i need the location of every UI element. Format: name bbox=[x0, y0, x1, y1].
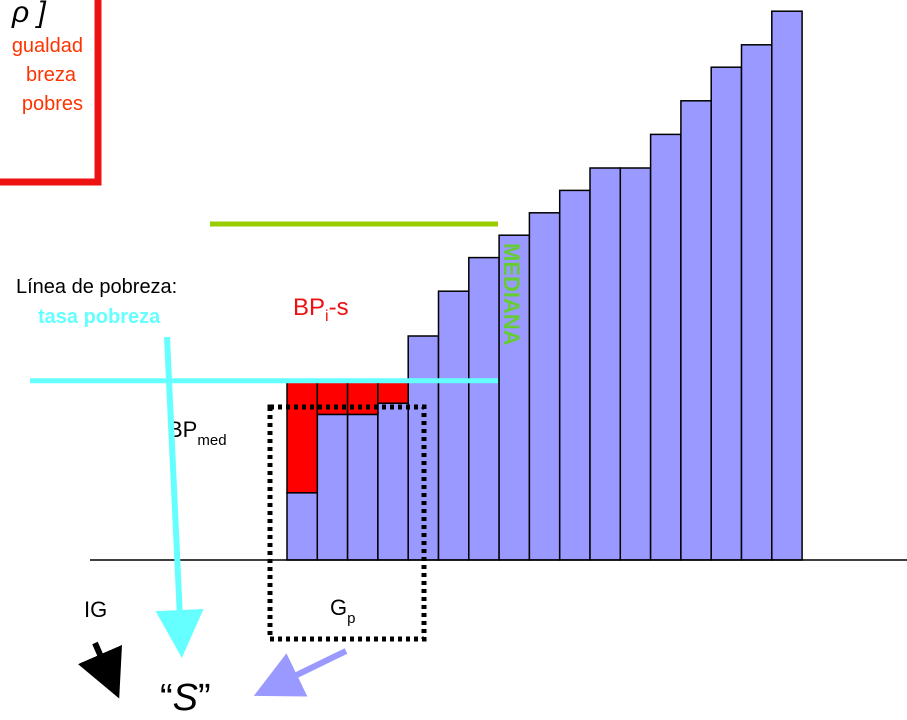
poverty-gap-bar bbox=[286, 380, 319, 494]
legend-line-1: gualdad bbox=[12, 35, 83, 57]
s-label: “S” bbox=[160, 677, 211, 719]
s-close-quote: ” bbox=[198, 677, 211, 719]
legend-border bbox=[0, 0, 102, 186]
income-bar bbox=[649, 133, 682, 561]
bars-group bbox=[286, 10, 803, 561]
gp-dotted-box bbox=[267, 404, 427, 642]
bp-med-label: BPmed bbox=[168, 417, 227, 449]
gp-label: Gp bbox=[330, 595, 355, 627]
income-bar bbox=[437, 290, 470, 561]
bp-i-s-sub: i bbox=[325, 308, 329, 325]
poverty-gap-bar bbox=[377, 380, 409, 404]
income-bar bbox=[528, 212, 561, 561]
income-bar bbox=[619, 167, 652, 561]
income-bar bbox=[710, 66, 743, 561]
income-bar bbox=[680, 100, 712, 561]
income-bar bbox=[346, 413, 379, 561]
bp-i-s-tail: -s bbox=[329, 294, 349, 321]
legend-line-3: pobres bbox=[22, 93, 83, 115]
legend-formula-glyph: ρ ] bbox=[11, 0, 47, 29]
gp-sub: p bbox=[347, 610, 355, 627]
legend-box: ρ ] gualdad breza pobres bbox=[0, 0, 102, 186]
bp-i-s-main: BP bbox=[293, 294, 325, 321]
income-bar bbox=[316, 413, 349, 561]
s-letter: S bbox=[173, 677, 198, 719]
poverty-line-label: Línea de pobreza: bbox=[16, 276, 177, 298]
income-bar bbox=[740, 44, 773, 561]
income-bar bbox=[377, 402, 409, 561]
income-bar bbox=[468, 256, 500, 561]
ig-label: IG bbox=[84, 597, 107, 622]
poverty-rate-label: tasa pobreza bbox=[38, 306, 161, 328]
bp-med-sub: med bbox=[197, 432, 226, 449]
income-bar bbox=[498, 234, 531, 561]
s-open-quote: “ bbox=[160, 677, 173, 719]
income-bar bbox=[771, 10, 803, 561]
ig-to-s-arrow bbox=[78, 641, 123, 699]
poverty-rate-arrow bbox=[155, 336, 204, 658]
mediana-label: MEDIANA bbox=[499, 243, 524, 346]
gp-to-s-arrow bbox=[253, 648, 348, 697]
gp-main: G bbox=[330, 595, 347, 620]
legend-line-2: breza bbox=[26, 64, 77, 86]
income-bar bbox=[589, 167, 622, 561]
bp-i-s-label: BPi-s bbox=[293, 294, 349, 325]
income-bar bbox=[558, 189, 591, 561]
income-bar bbox=[286, 492, 319, 561]
